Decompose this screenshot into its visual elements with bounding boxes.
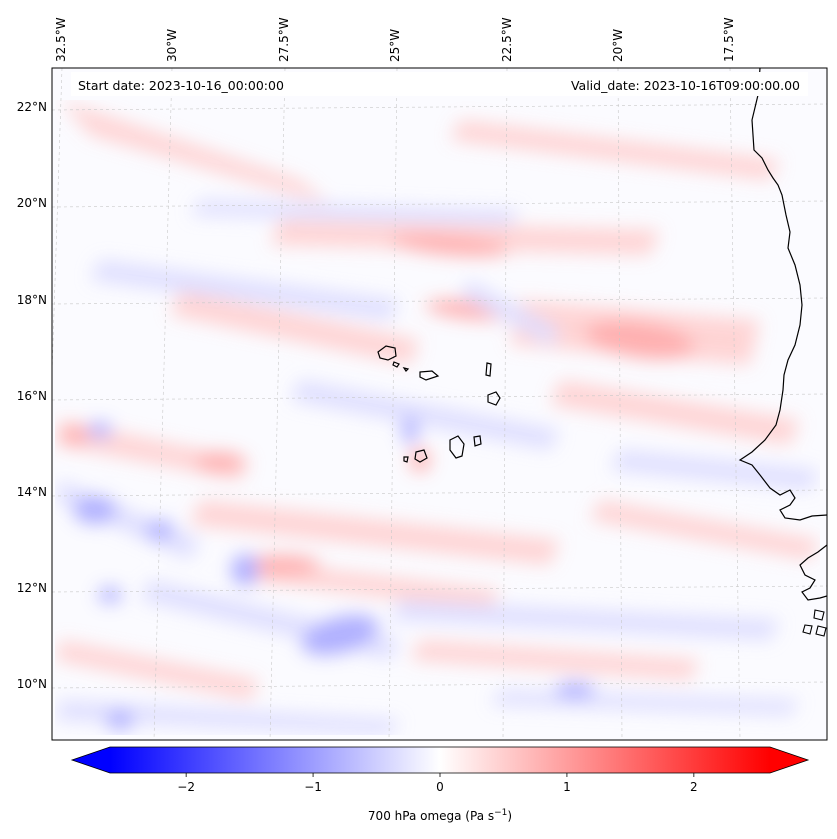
colorbar-tick-label: 0 xyxy=(436,780,444,794)
colorbar-tick-label: 2 xyxy=(690,780,698,794)
guinea-coastline xyxy=(799,544,827,601)
map-frame xyxy=(51,67,828,741)
colorbar-tick-label: −2 xyxy=(177,780,195,794)
colorbar-high-extend xyxy=(770,747,808,773)
latitude-labels: 22°N 20°N 18°N 16°N 14°N 12°N 10°N xyxy=(17,100,47,691)
lat-label: 16°N xyxy=(17,389,47,403)
lat-label: 10°N xyxy=(17,677,47,691)
colorbar-label-main: 700 hPa omega (Pa s xyxy=(368,809,494,823)
lat-label: 12°N xyxy=(17,581,47,595)
colorbar-label-exponent: −1 xyxy=(494,808,507,818)
colorbar-low-extend xyxy=(72,747,110,773)
date-header-box xyxy=(71,72,808,96)
bijagos-islands xyxy=(802,609,827,637)
lon-label: 25°W xyxy=(388,29,402,62)
colorbar-gradient xyxy=(110,747,770,773)
valid-date-label: Valid_date: 2023-10-16T09:00:00.00 xyxy=(571,78,800,93)
lat-label: 20°N xyxy=(17,196,47,210)
colorbar-outline xyxy=(70,746,810,774)
colorbar-label: 700 hPa omega (Pa s−1) xyxy=(368,808,512,823)
graticule xyxy=(52,68,827,740)
lon-label: 30°W xyxy=(165,29,179,62)
colorbar-tick-label: −1 xyxy=(304,780,322,794)
lon-label: 20°W xyxy=(611,29,625,62)
colorbar-ticks: −2 −1 0 1 2 xyxy=(177,773,698,794)
colorbar-tick-label: 1 xyxy=(563,780,571,794)
cape-verde-islands xyxy=(377,345,501,463)
longitude-labels: 32.5°W 30°W 27.5°W 25°W 22.5°W 20°W 17.5… xyxy=(54,17,736,62)
lon-label: 17.5°W xyxy=(722,17,736,62)
lon-label: 27.5°W xyxy=(277,17,291,62)
africa-coastline xyxy=(738,68,827,521)
colorbar-label-end: ) xyxy=(507,809,512,823)
lon-label: 22.5°W xyxy=(500,17,514,62)
start-date-label: Start date: 2023-10-16_00:00:00 xyxy=(78,78,284,93)
lat-label: 22°N xyxy=(17,100,47,114)
colorbar: −2 −1 0 1 2 700 hPa omega (Pa s−1) xyxy=(70,746,810,823)
lat-label: 14°N xyxy=(17,485,47,499)
lat-label: 18°N xyxy=(17,293,47,307)
map-panel: Start date: 2023-10-16_00:00:00 Valid_da… xyxy=(51,67,828,741)
lon-label: 32.5°W xyxy=(54,17,68,62)
omega-field xyxy=(55,100,820,735)
